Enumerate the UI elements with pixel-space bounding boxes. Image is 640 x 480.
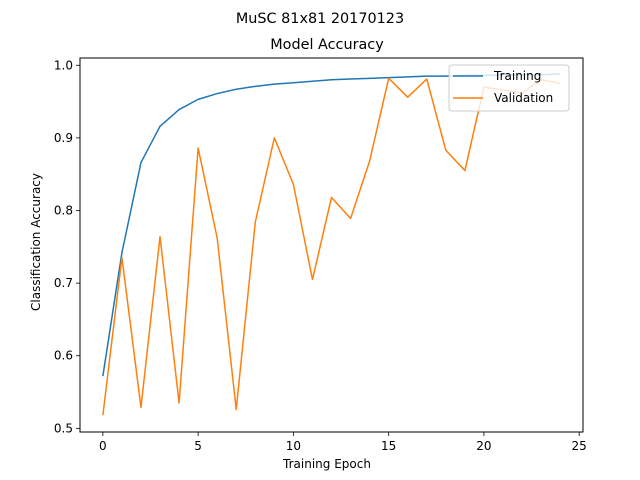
chart-suptitle: MuSC 81x81 20170123 [236, 11, 404, 27]
x-tick-label: 15 [381, 439, 396, 453]
chart-title: Model Accuracy [270, 37, 384, 53]
plot-area: 0 5 10 15 20 25 0.5 0.6 0.7 0.8 0.9 1.0 [54, 57, 587, 453]
y-tick-label: 1.0 [54, 58, 73, 72]
axes-frame [79, 57, 584, 433]
y-axis-label: Classification Accuracy [29, 173, 43, 311]
x-tick-label: 25 [572, 439, 587, 453]
x-axis-ticks: 0 5 10 15 20 25 [99, 432, 587, 453]
legend-label-training: Training [493, 69, 541, 83]
x-tick-label: 0 [99, 439, 107, 453]
x-tick-label: 10 [286, 439, 301, 453]
y-tick-label: 0.8 [54, 204, 73, 218]
y-axis-ticks: 0.5 0.6 0.7 0.8 0.9 1.0 [54, 58, 80, 435]
x-axis-label: Training Epoch [282, 457, 371, 471]
legend-label-validation: Validation [494, 91, 553, 105]
x-tick-label: 5 [194, 439, 202, 453]
x-tick-label: 20 [476, 439, 491, 453]
y-tick-label: 0.6 [54, 349, 73, 363]
y-tick-label: 0.9 [54, 131, 73, 145]
y-tick-label: 0.7 [54, 276, 73, 290]
legend: Training Validation [448, 64, 570, 112]
y-tick-label: 0.5 [54, 421, 73, 435]
